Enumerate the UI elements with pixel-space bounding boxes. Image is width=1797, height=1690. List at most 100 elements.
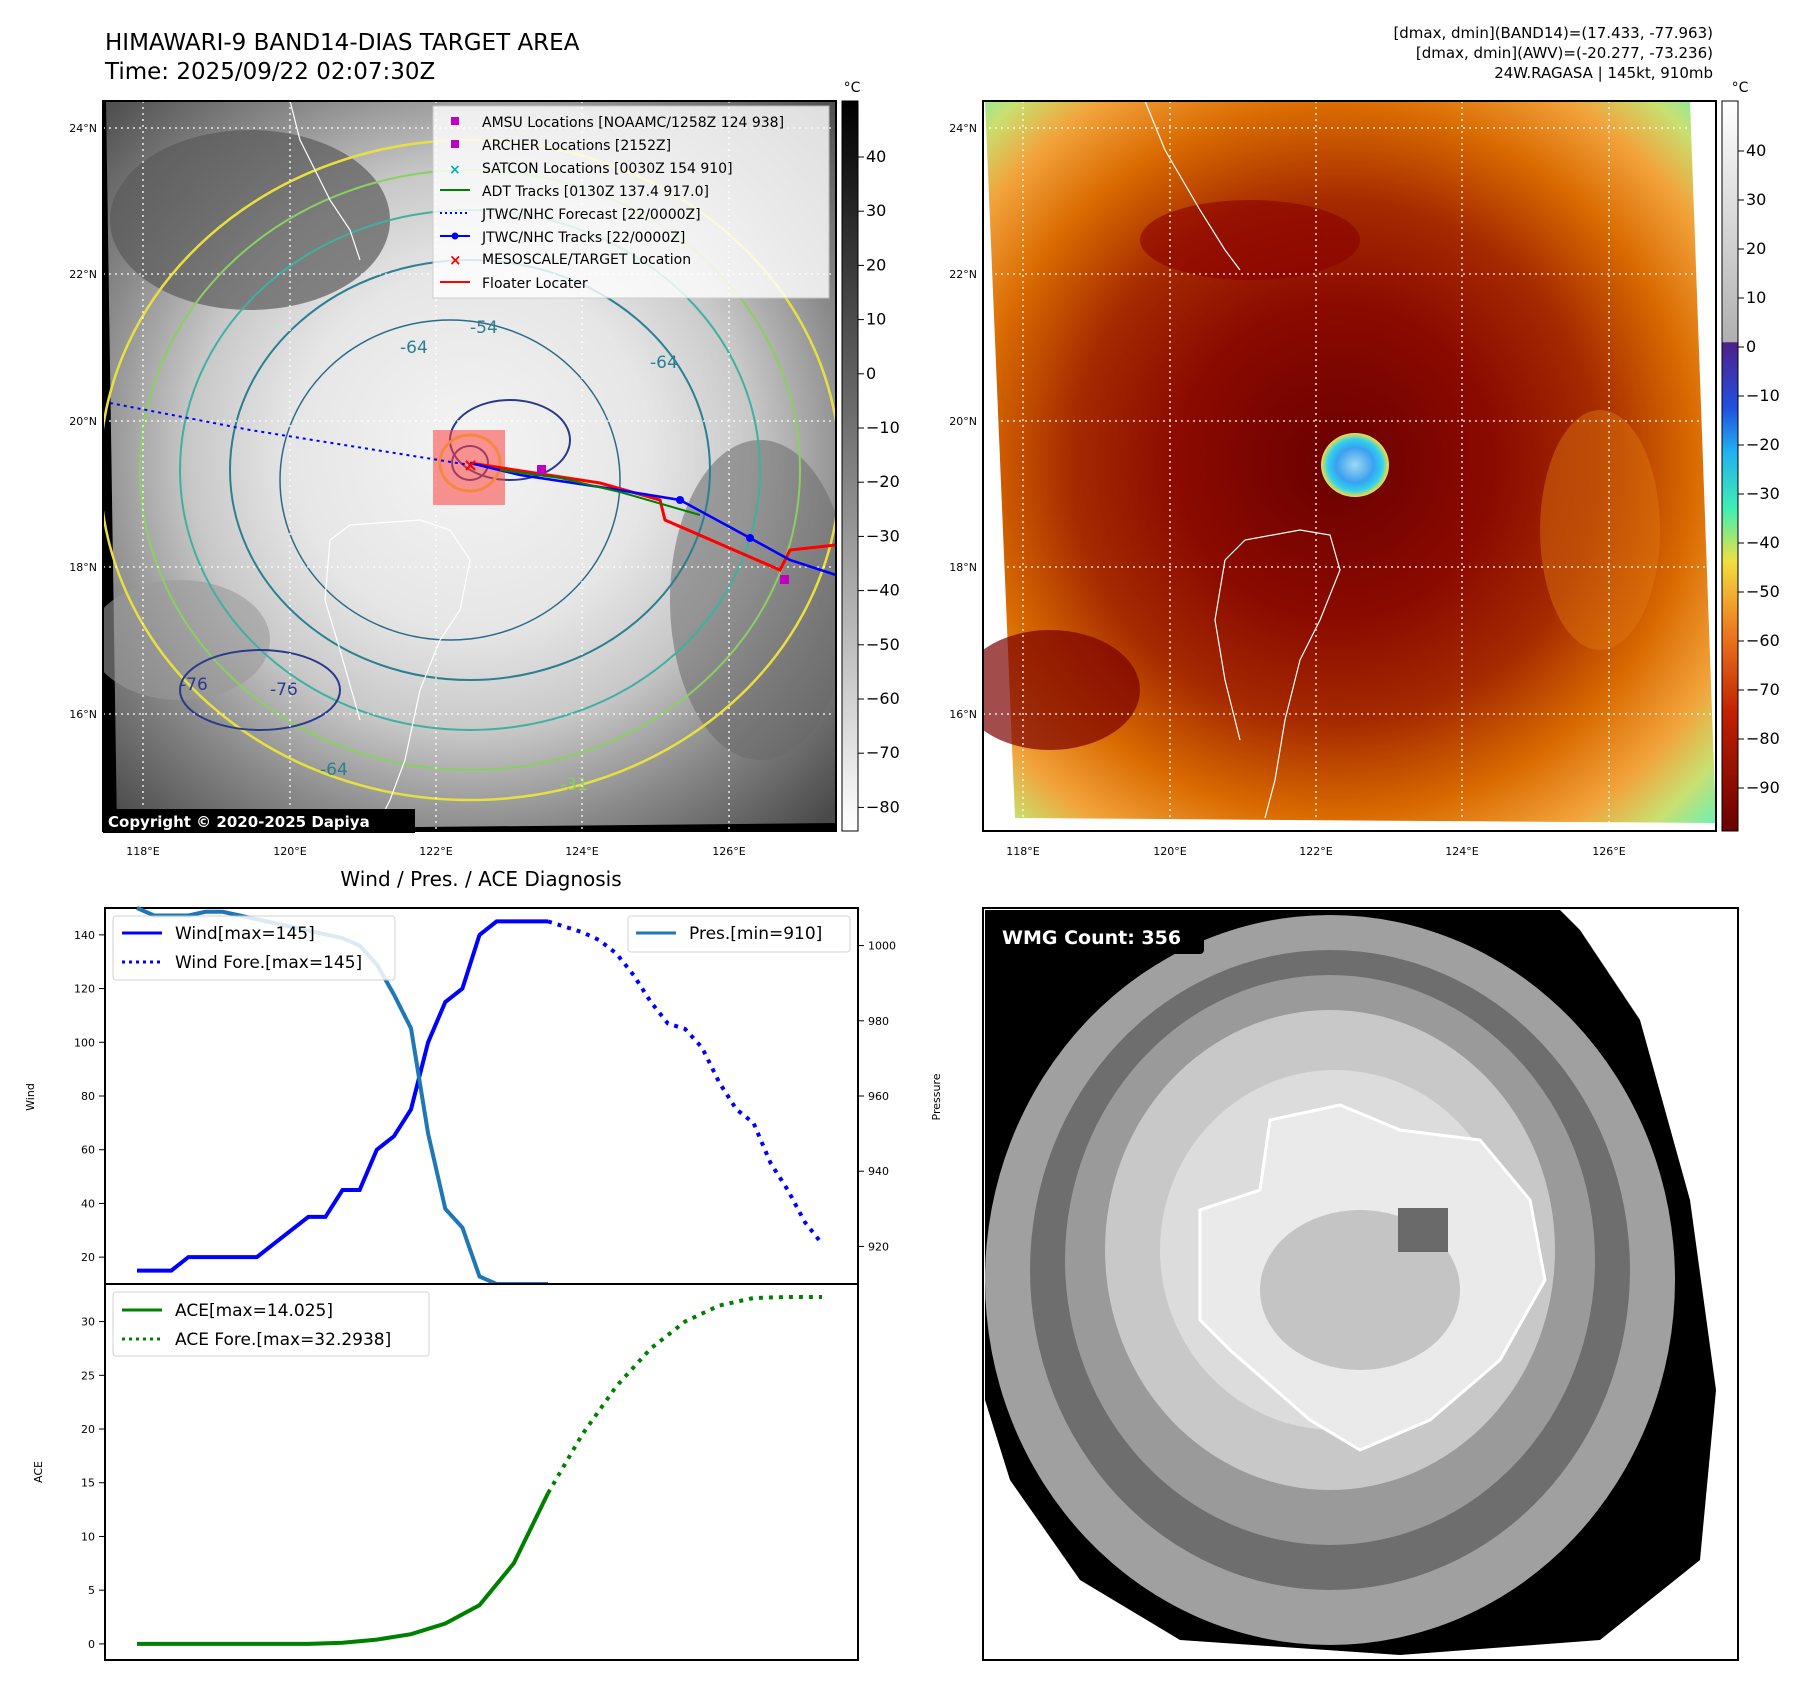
legend-label: SATCON Locations [0030Z 154 910] bbox=[482, 161, 733, 177]
ace-tick-label: 15 bbox=[81, 1477, 95, 1490]
colorbar-tick-label: −20 bbox=[866, 472, 900, 491]
svg-text:20°N: 20°N bbox=[949, 415, 977, 428]
ace-tick-label: 10 bbox=[81, 1530, 95, 1543]
colorbar-tick-label: 0 bbox=[1746, 337, 1756, 356]
colorbar-tick-label: −60 bbox=[866, 689, 900, 708]
wind-tick-label: 20 bbox=[81, 1251, 95, 1264]
wind-tick-label: 140 bbox=[74, 929, 95, 942]
jtwc-forecast-track bbox=[109, 402, 471, 466]
colorbar-tick-label: 10 bbox=[866, 310, 886, 329]
lat-labels: 24°N 22°N 20°N 18°N 16°N bbox=[69, 122, 97, 721]
colorbar-tick-label: −20 bbox=[1746, 435, 1780, 454]
lat-labels: 24°N 22°N 20°N 18°N 16°N bbox=[949, 122, 977, 721]
map-legend: AMSU Locations [NOAAMC/1258Z 124 938] AR… bbox=[432, 105, 830, 299]
legend-label: Floater Locater bbox=[482, 276, 588, 292]
copyright-label: Copyright © 2020-2025 Dapiya bbox=[108, 813, 370, 831]
colorbar-tick-label: −30 bbox=[1746, 484, 1780, 503]
colorbar-tick-label: 30 bbox=[866, 201, 886, 220]
colorbar-color: °C 40 30 20 10 0 −10 −20 −30 −40 −50 −60 −70 −80 −90 bbox=[1721, 80, 1780, 832]
legend-label: Wind Fore.[max=145] bbox=[175, 953, 362, 973]
svg-text:22°N: 22°N bbox=[69, 268, 97, 281]
colorbar-tick-label: −70 bbox=[1746, 680, 1780, 699]
figure-time: Time: 2025/09/22 02:07:30Z bbox=[104, 59, 435, 85]
colorbar-bw: °C 40 30 20 10 0 −10 −20 −30 −40 −50 −60 −70 −80 bbox=[841, 80, 900, 832]
legend-label: MESOSCALE/TARGET Location bbox=[482, 252, 691, 268]
svg-text:118°E: 118°E bbox=[126, 845, 159, 858]
svg-text:°C: °C bbox=[844, 80, 861, 96]
colorbar-tick-label: 20 bbox=[1746, 239, 1766, 258]
legend-label: ACE[max=14.025] bbox=[175, 1301, 333, 1321]
colorbar-tick-label: −80 bbox=[866, 797, 900, 816]
contour-label: -64 bbox=[320, 760, 348, 780]
svg-text:24°N: 24°N bbox=[69, 122, 97, 135]
legend-label: ACE Fore.[max=32.2938] bbox=[175, 1330, 391, 1350]
colorbar-tick-label: 0 bbox=[866, 364, 876, 383]
coastline bbox=[289, 101, 361, 261]
ace-tick-label: 30 bbox=[81, 1316, 95, 1329]
colorbar-tick-label: 10 bbox=[1746, 288, 1766, 307]
svg-text:×: × bbox=[449, 162, 461, 178]
coastline bbox=[324, 519, 471, 821]
stats-awv: [dmax, dmin](AWV)=(-20.277, -73.236) bbox=[1416, 44, 1713, 62]
stats-band14: [dmax, dmin](BAND14)=(17.433, -77.963) bbox=[1393, 24, 1713, 42]
chart-title: Wind / Pres. / ACE Diagnosis bbox=[340, 867, 621, 891]
wind-line bbox=[137, 919, 548, 1273]
svg-text:122°E: 122°E bbox=[419, 845, 452, 858]
colorbar-tick-label: −40 bbox=[866, 581, 900, 600]
ace-line bbox=[137, 1492, 550, 1646]
svg-text:118°E: 118°E bbox=[1006, 845, 1039, 858]
svg-text:126°E: 126°E bbox=[712, 845, 745, 858]
ace-tick-label: 5 bbox=[88, 1584, 95, 1597]
colorbar-tick-label: −10 bbox=[1746, 386, 1780, 405]
colorbar-tick-label: −70 bbox=[866, 743, 900, 762]
svg-text:124°E: 124°E bbox=[565, 845, 598, 858]
legend-label: ADT Tracks [0130Z 137.4 917.0] bbox=[482, 184, 709, 200]
ace-tick-label: 0 bbox=[88, 1638, 95, 1651]
legend-label: Wind[max=145] bbox=[175, 924, 315, 944]
svg-text:126°E: 126°E bbox=[1592, 845, 1625, 858]
svg-text:18°N: 18°N bbox=[949, 561, 977, 574]
svg-text:18°N: 18°N bbox=[69, 561, 97, 574]
coastline bbox=[1214, 529, 1341, 819]
map-grid bbox=[983, 101, 1716, 831]
svg-text:124°E: 124°E bbox=[1445, 845, 1478, 858]
svg-text:120°E: 120°E bbox=[273, 845, 306, 858]
svg-text:24°N: 24°N bbox=[949, 122, 977, 135]
colorbar-tick-label: −60 bbox=[1746, 631, 1780, 650]
coastline bbox=[1144, 101, 1241, 271]
lon-labels: 118°E 120°E 122°E 124°E 126°E bbox=[126, 845, 745, 858]
colorbar-tick-label: 30 bbox=[1746, 190, 1766, 209]
amsu-marker bbox=[537, 465, 546, 474]
pressure-axis-label: Pressure bbox=[930, 1073, 943, 1120]
pressure-tick-label: 940 bbox=[868, 1165, 889, 1178]
legend-label: Pres.[min=910] bbox=[689, 924, 822, 944]
target-marker: × bbox=[463, 455, 478, 476]
contour-label: -64 bbox=[650, 353, 678, 373]
ace-axis-label: ACE bbox=[32, 1461, 45, 1483]
wind-tick-label: 120 bbox=[74, 983, 95, 996]
pressure-tick-label: 1000 bbox=[868, 940, 896, 953]
eye bbox=[1321, 433, 1389, 497]
wmg-eye-block bbox=[1398, 1208, 1448, 1252]
wind-tick-label: 60 bbox=[81, 1144, 95, 1157]
wind-legend: Wind[max=145] Wind Fore.[max=145] bbox=[112, 915, 396, 981]
wmg-panel: WMG Count: 356 bbox=[982, 907, 1739, 1661]
colorbar-tick-label: −50 bbox=[1746, 582, 1780, 601]
contour-label: -54 bbox=[470, 318, 498, 338]
colorbar-tick-label: −30 bbox=[866, 526, 900, 545]
contour-label: -76 bbox=[180, 675, 208, 695]
svg-text:20°N: 20°N bbox=[69, 415, 97, 428]
pressure-tick-label: 920 bbox=[868, 1240, 889, 1253]
svg-text:120°E: 120°E bbox=[1153, 845, 1186, 858]
wind-pressure-chart: Wind Pressure 20 40 60 80 100 120 140 920 940 96… bbox=[24, 906, 943, 1286]
legend-label: JTWC/NHC Forecast [22/0000Z] bbox=[481, 207, 701, 223]
floater-track bbox=[469, 461, 836, 572]
wind-axis-label: Wind bbox=[24, 1083, 37, 1111]
svg-text:×: × bbox=[449, 251, 462, 269]
colorbar-tick-label: 20 bbox=[866, 255, 886, 274]
colorbar-tick-label: −90 bbox=[1746, 778, 1780, 797]
legend-label: AMSU Locations [NOAAMC/1258Z 124 938] bbox=[482, 115, 784, 131]
adt-track bbox=[499, 469, 701, 516]
storm-info: 24W.RAGASA | 145kt, 910mb bbox=[1494, 64, 1713, 82]
figure-title: HIMAWARI-9 BAND14-DIAS TARGET AREA bbox=[105, 30, 580, 56]
